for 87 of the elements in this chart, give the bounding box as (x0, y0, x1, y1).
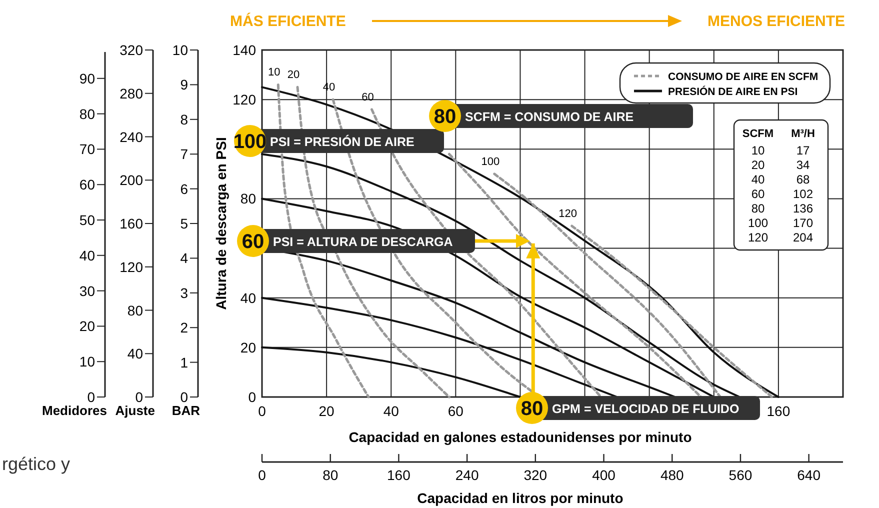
x2-tick-label: 640 (797, 467, 821, 483)
x2-axis-title: Capacidad en litros por minuto (417, 490, 624, 506)
text: 70 (79, 141, 96, 158)
text: 20 (79, 318, 96, 334)
annotation: PRESIÓN DE AIRE EN PSI (668, 85, 798, 98)
annotation: M³/H (791, 128, 815, 140)
annotation: SCFM (742, 128, 774, 140)
annotation: 80 SCFM = CONSUMO DE AIRE (434, 106, 634, 128)
y2-tick-label: 5 (180, 216, 188, 232)
text: 90 (79, 70, 96, 86)
annotation: 136 (792, 202, 814, 216)
text: 60 (79, 176, 96, 193)
y3-tick-label: 0 (135, 389, 144, 405)
text: MÁS EFICIENTE (230, 12, 346, 30)
x-tick-label: 160 (766, 403, 790, 419)
text: 80 (79, 106, 96, 122)
x2-tick-label: 400 (592, 467, 616, 483)
x-tick-label: 40 (383, 403, 400, 419)
annotation: 102 (792, 187, 814, 201)
y-axis-title: Altura de descarga en PSI (213, 137, 229, 310)
y3-tick-label: 280 (120, 85, 144, 102)
y2-tick-label: 6 (180, 180, 188, 197)
text: rgético y (2, 454, 70, 474)
annotation: CONSUMO DE AIRE EN SCFM (668, 71, 818, 83)
y2-axis-title: BAR (172, 403, 201, 418)
series-label: 120 (558, 208, 578, 220)
y2-tick-label: 1 (180, 354, 188, 370)
y-tick-label: 0 (248, 389, 256, 405)
y-tick-label: 140 (232, 42, 256, 58)
x-tick-label: 60 (448, 403, 464, 419)
annotation: 60 (751, 187, 765, 201)
x2-tick-label: 560 (728, 467, 752, 483)
y2-tick-label: 7 (180, 146, 188, 162)
series-label: 10 (268, 66, 280, 79)
y3-tick-label: 120 (120, 258, 144, 275)
text: 0 (87, 389, 96, 405)
text: MENOS EFICIENTE (707, 13, 845, 30)
series-label: 20 (287, 69, 300, 82)
annotation: 20 (751, 158, 765, 172)
x-axis-title: Capacidad en galones estadounidenses por minuto (348, 429, 692, 445)
x2-tick-label: 240 (455, 467, 479, 483)
line-series (261, 296, 618, 398)
annotation: 34 (796, 158, 810, 172)
y3-tick-label: 320 (120, 42, 144, 58)
x2-tick-label: 0 (258, 467, 266, 483)
annotation: 120 (748, 230, 768, 244)
annotation: 204 (792, 230, 814, 244)
x2-tick-label: 80 (322, 467, 338, 483)
text: 40 (79, 247, 96, 264)
y-tick-label: 80 (240, 190, 256, 207)
annotation: 170 (792, 216, 814, 230)
text: Medidores (42, 403, 107, 418)
x2-tick-label: 160 (387, 467, 411, 483)
text: 50 (79, 212, 96, 228)
series-label: 100 (481, 156, 500, 168)
annotation: 40 (751, 172, 765, 186)
y-tick-label: 120 (232, 92, 256, 108)
x-tick-label: 20 (318, 403, 335, 419)
y2-tick-label: 4 (180, 250, 188, 266)
y2-tick-label: 0 (180, 389, 188, 405)
x2-tick-label: 320 (524, 467, 548, 483)
y-tick-label: 20 (240, 339, 256, 356)
y3-tick-label: 160 (120, 216, 144, 232)
text: 30 (79, 282, 96, 299)
y2-tick-label: 10 (172, 42, 188, 58)
y3-tick-label: 240 (120, 128, 144, 145)
annotation: 68 (796, 172, 810, 186)
annotation: 100 PSI = PRESIÓN DE AIRE (233, 131, 414, 153)
annotation: 17 (796, 144, 810, 158)
annotation: 80 GPM = VELOCIDAD DE FLUIDO (520, 398, 740, 420)
text: 10 (79, 354, 96, 370)
y2-tick-label: 2 (180, 320, 188, 336)
line-series (493, 172, 722, 398)
annotation: 100 (748, 216, 768, 230)
annotation: 10 (751, 144, 765, 158)
y3-tick-label: 200 (120, 172, 144, 188)
y2-tick-label: 3 (180, 284, 188, 301)
y3-tick-label: 40 (127, 346, 144, 362)
annotation: 60 PSI = ALTURA DE DESCARGA (242, 231, 453, 253)
x2-tick-label: 480 (660, 467, 684, 483)
y3-axis-title: Ajuste (115, 403, 155, 418)
y2-tick-label: 8 (180, 111, 188, 128)
y-tick-label: 40 (240, 290, 256, 306)
x-tick-label: 0 (258, 403, 266, 419)
y2-tick-label: 9 (180, 76, 188, 93)
annotation: 80 (751, 202, 765, 216)
y3-tick-label: 80 (127, 302, 144, 318)
